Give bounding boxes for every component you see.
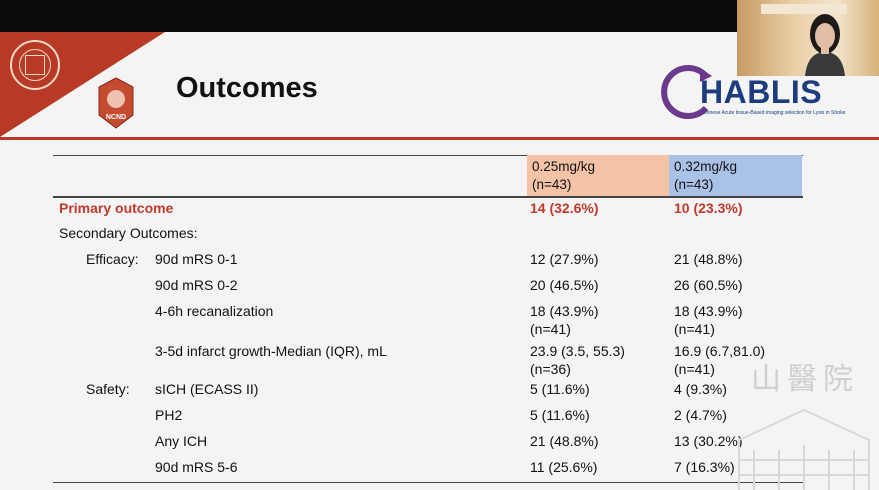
row-v1: 11 (25.6%) <box>530 459 598 475</box>
row-v2: 7 (16.3%) <box>674 459 735 475</box>
row-label: Any ICH <box>155 433 208 449</box>
row-v2-n: (n=41) <box>674 321 715 337</box>
row-label: 3-5d infarct growth-Median (IQR), mL <box>155 343 387 359</box>
row-label: 90d mRS 0-1 <box>155 251 238 267</box>
ncnd-logo-icon: NCND <box>98 77 134 129</box>
row-v1: 21 (48.8%) <box>530 433 599 449</box>
building-watermark-icon <box>738 408 870 490</box>
presentation-slide: NCND Outcomes HABLIS Chinese Acute tissu… <box>0 32 879 490</box>
table-bottom-rule <box>53 482 803 483</box>
presenter-video-tile[interactable] <box>737 0 879 76</box>
row-label: 90d mRS 5-6 <box>155 459 238 475</box>
row-v1: 5 (11.6%) <box>530 407 590 423</box>
video-call-topbar <box>0 0 879 32</box>
slide-title: Outcomes <box>176 72 318 104</box>
row-v2: 21 (48.8%) <box>674 251 743 267</box>
primary-outcome-v1: 14 (32.6%) <box>530 200 599 216</box>
row-label: 4-6h recanalization <box>155 303 274 319</box>
header-dose-025: 0.25mg/kg (n=43) <box>527 155 669 197</box>
university-seal-icon <box>10 40 60 90</box>
secondary-outcomes-label: Secondary Outcomes: <box>59 225 198 241</box>
row-v1: 20 (46.5%) <box>530 277 599 293</box>
row-v2-n: (n=41) <box>674 361 715 377</box>
efficacy-label: Efficacy: <box>86 251 139 267</box>
row-v2: 18 (43.9%) <box>674 303 743 319</box>
row-v2: 4 (9.3%) <box>674 381 727 397</box>
logo-wordmark: HABLIS <box>700 74 823 110</box>
row-v1-n: (n=36) <box>530 361 571 377</box>
primary-outcome-label: Primary outcome <box>59 200 174 216</box>
row-label: PH2 <box>155 407 183 423</box>
row-v2: 26 (60.5%) <box>674 277 743 293</box>
row-v2: 16.9 (6.7,81.0) <box>674 343 766 359</box>
hospital-watermark: 山醫院 <box>751 362 859 397</box>
video-banner <box>761 4 847 14</box>
row-label: sICH (ECASS II) <box>155 381 259 397</box>
primary-outcome-v2: 10 (23.3%) <box>674 200 743 216</box>
row-label: 90d mRS 0-2 <box>155 277 238 293</box>
row-v1: 12 (27.9%) <box>530 251 599 267</box>
row-v1: 5 (11.6%) <box>530 381 590 397</box>
title-divider <box>0 137 879 140</box>
ncnd-label: NCND <box>106 114 126 121</box>
row-v2: 13 (30.2%) <box>674 433 743 449</box>
chablis-c-arc-icon <box>661 65 712 119</box>
row-v2: 2 (4.7%) <box>674 407 727 423</box>
header-dose-032: 0.32mg/kg (n=43) <box>669 155 802 197</box>
row-v1-n: (n=41) <box>530 321 571 337</box>
row-v1: 18 (43.9%) <box>530 303 599 319</box>
header-bottom-rule <box>53 196 803 198</box>
safety-label: Safety: <box>86 381 130 397</box>
presenter-avatar-icon <box>805 14 845 76</box>
logo-subtitle: Chinese Acute tissue-Based imaging selec… <box>702 110 846 116</box>
chablis-logo: HABLIS Chinese Acute tissue-Based imagin… <box>660 62 860 124</box>
row-v1: 23.9 (3.5, 55.3) <box>530 343 625 359</box>
table-top-rule <box>53 155 803 156</box>
